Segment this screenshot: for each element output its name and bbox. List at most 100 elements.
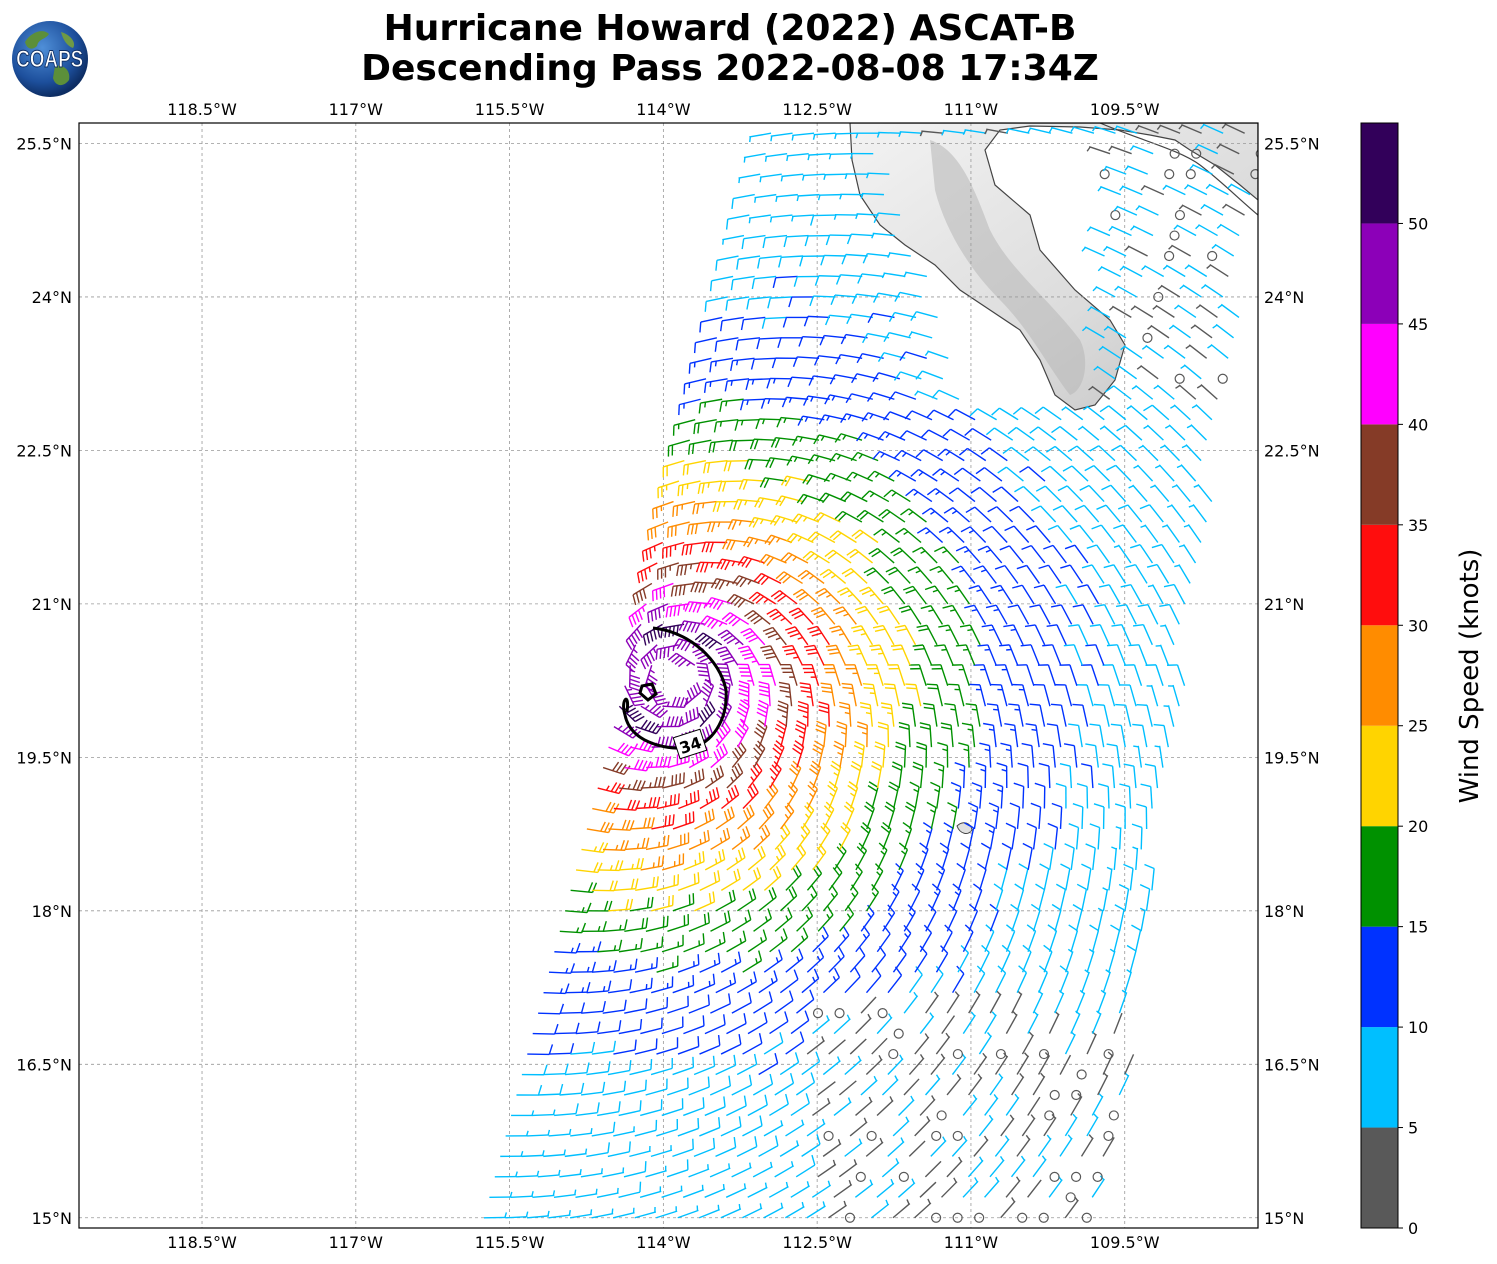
wind-barb — [740, 627, 766, 646]
calm-marker — [1169, 230, 1180, 241]
wind-barb — [641, 541, 663, 562]
wind-barb — [841, 682, 857, 707]
wind-barb — [1038, 965, 1048, 993]
wind-barb — [781, 396, 809, 408]
wind-barb — [575, 1188, 598, 1198]
wind-barb — [586, 821, 614, 834]
wind-barb — [857, 273, 884, 284]
wind-barb — [865, 1054, 883, 1076]
wind-barb — [823, 173, 847, 180]
wind-barb — [1217, 303, 1240, 318]
wind-barb — [1162, 524, 1180, 543]
wind-barb — [1139, 504, 1164, 523]
wind-barb — [731, 909, 752, 932]
wind-barb — [1038, 762, 1051, 789]
wind-barb — [624, 837, 650, 851]
wind-barb — [1120, 345, 1143, 359]
wind-barb — [933, 761, 945, 789]
wind-barb — [860, 822, 872, 850]
wind-barb — [692, 500, 717, 515]
wind-barb — [1154, 464, 1175, 482]
wind-barb — [1136, 803, 1148, 829]
calm-marker — [1044, 1110, 1055, 1121]
wind-barb — [833, 926, 850, 953]
wind-barb — [1017, 762, 1029, 789]
wind-barb — [969, 683, 987, 707]
wind-barb — [608, 898, 634, 912]
wind-barb — [908, 664, 927, 686]
lon-tick-label: 112.5°W — [782, 100, 852, 119]
wind-barb — [640, 855, 665, 871]
wind-barb — [661, 934, 684, 953]
wind-barb — [888, 311, 917, 322]
wind-barb — [791, 132, 815, 141]
calm-marker — [952, 1212, 963, 1223]
wind-barb — [922, 822, 933, 850]
wind-barb — [592, 880, 618, 892]
wind-barb — [817, 822, 831, 850]
wind-barb — [1175, 384, 1197, 400]
wind-barb — [790, 844, 807, 871]
wind-barb — [892, 1116, 910, 1137]
wind-barb — [914, 862, 925, 891]
wind-barb — [618, 1018, 643, 1035]
wind-barb — [682, 1184, 705, 1198]
wind-barb — [629, 817, 655, 830]
wind-barb — [586, 1061, 611, 1076]
wind-barb — [715, 1054, 737, 1076]
wind-barb — [801, 885, 818, 912]
wind-barb — [699, 1117, 721, 1137]
wind-barb — [651, 976, 674, 994]
wind-barb — [1068, 823, 1080, 850]
wind-barb — [1200, 123, 1224, 134]
wind-barb — [1200, 284, 1224, 298]
wind-barb — [867, 312, 895, 324]
wind-barb — [770, 590, 798, 605]
wind-barb — [797, 569, 825, 584]
calm-marker — [1092, 1171, 1103, 1182]
colorbar-bin — [1361, 926, 1398, 1028]
wind-barb — [983, 722, 997, 748]
wind-barb — [876, 131, 901, 138]
calm-marker — [844, 1212, 856, 1223]
wind-barb — [1111, 624, 1132, 646]
wind-barb — [1055, 684, 1073, 707]
wind-barb — [989, 990, 1002, 1014]
wind-barb — [986, 703, 1003, 727]
wind-barb — [912, 644, 933, 666]
wind-barb — [1064, 1113, 1078, 1137]
wind-barb — [756, 337, 782, 350]
wind-barb — [613, 724, 641, 739]
wind-barb — [780, 663, 798, 686]
wind-barb — [985, 604, 1008, 625]
lat-tick-label: 22.5°N — [1264, 441, 1320, 460]
wind-barb — [763, 949, 783, 973]
wind-barb — [948, 683, 965, 707]
wind-barb — [1131, 384, 1154, 400]
wind-barb — [743, 153, 766, 163]
wind-barb — [802, 395, 830, 406]
wind-barb — [970, 486, 997, 503]
wind-barb — [1004, 525, 1030, 543]
wind-barb — [1181, 444, 1202, 462]
wind-barb — [898, 924, 912, 953]
wind-barb — [809, 295, 836, 307]
wind-barb — [1033, 683, 1051, 707]
wind-barb — [740, 316, 766, 331]
wind-barb — [1113, 524, 1137, 543]
wind-barb — [908, 1053, 925, 1075]
wind-barb — [782, 316, 809, 328]
wind-barb — [1081, 863, 1092, 891]
wind-barb — [768, 1181, 789, 1198]
wind-barb — [1178, 204, 1202, 216]
wind-barb — [1010, 1155, 1026, 1178]
wind-barb — [731, 1162, 752, 1178]
wind-barb — [753, 740, 766, 768]
wind-barb — [910, 468, 938, 482]
wind-barb — [815, 587, 841, 605]
wind-barb — [1145, 664, 1164, 686]
wind-barb — [997, 466, 1024, 482]
lat-tick-label: 19.5°N — [1264, 748, 1320, 767]
wind-barb — [554, 1103, 579, 1117]
wind-barb — [898, 842, 909, 871]
